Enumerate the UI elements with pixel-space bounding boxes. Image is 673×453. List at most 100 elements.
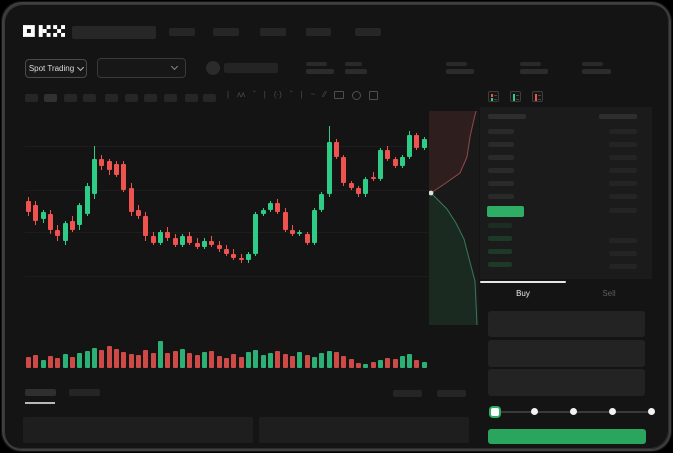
nav-item-placeholder[interactable] xyxy=(306,28,331,36)
caret-down-icon[interactable]: ˇ xyxy=(253,90,256,99)
nav-item-placeholder[interactable] xyxy=(169,28,195,36)
timeframe-button-placeholder[interactable] xyxy=(185,94,198,102)
ticker-stat-label-placeholder xyxy=(446,62,467,66)
timeframe-button-placeholder[interactable] xyxy=(25,94,38,102)
volume-bar xyxy=(282,354,288,368)
volume-bar xyxy=(289,356,295,368)
bid-price-placeholder[interactable] xyxy=(488,249,512,254)
volume-bar xyxy=(201,352,207,368)
slider-step-dot[interactable] xyxy=(530,408,538,415)
book-split-view-icon[interactable] xyxy=(488,91,499,102)
search-bar-placeholder[interactable] xyxy=(72,26,156,39)
slider-step-dot[interactable] xyxy=(569,408,577,415)
submit-order-button[interactable] xyxy=(488,429,646,444)
candle-body xyxy=(348,183,354,188)
snapshot-icon[interactable] xyxy=(333,91,344,99)
book-buy-view-icon[interactable] xyxy=(510,91,521,102)
bid-price-placeholder[interactable] xyxy=(488,223,512,228)
candle-body xyxy=(377,150,383,179)
candle-body xyxy=(355,187,361,195)
book-sell-view-icon[interactable] xyxy=(532,91,543,102)
volume-bar xyxy=(84,351,90,368)
ask-price-placeholder[interactable] xyxy=(488,155,514,160)
timeframe-button-placeholder[interactable] xyxy=(83,94,96,102)
caret-down-icon[interactable]: ˇ xyxy=(289,90,293,99)
timeframe-button-placeholder[interactable] xyxy=(105,94,118,102)
volume-bar xyxy=(47,356,53,368)
volume-bar xyxy=(275,351,281,368)
tab-buy[interactable]: Buy xyxy=(480,281,566,305)
slider-step-dot[interactable] xyxy=(647,408,655,415)
chart-toolbar-icons: | ʌʌ ˇ | (·) ˇ | ~ ⁄⁄ xyxy=(227,88,378,102)
ticker-stat-label-placeholder xyxy=(582,62,603,66)
candle-body xyxy=(275,203,281,212)
bottom-active-tab-underline xyxy=(25,402,55,404)
bottom-tab-placeholder[interactable] xyxy=(25,389,56,396)
ask-price-placeholder[interactable] xyxy=(488,168,514,173)
candle-body xyxy=(297,231,303,234)
nav-item-placeholder[interactable] xyxy=(213,28,239,36)
draw-tools-icon[interactable]: ⁄⁄ xyxy=(323,90,326,99)
tab-buy-label: Buy xyxy=(516,288,530,298)
bottom-link-placeholder[interactable] xyxy=(437,390,466,397)
candle-body xyxy=(165,231,171,239)
nav-item-placeholder[interactable] xyxy=(355,28,381,36)
order-input-placeholder[interactable] xyxy=(488,369,645,396)
slider-step-dot[interactable] xyxy=(608,408,616,415)
volume-bar xyxy=(172,351,178,368)
timeframe-button-placeholder[interactable] xyxy=(125,94,138,102)
volume-bar xyxy=(238,357,244,368)
okx-logo[interactable] xyxy=(23,25,65,37)
ask-price-placeholder[interactable] xyxy=(488,129,514,134)
ask-price-placeholder[interactable] xyxy=(488,181,514,186)
bid-price-placeholder[interactable] xyxy=(488,236,512,241)
ticker-stat-label-placeholder xyxy=(520,62,541,66)
candle-body xyxy=(106,161,112,171)
candle-body xyxy=(311,209,317,243)
candle-body xyxy=(26,201,31,212)
order-input-placeholder[interactable] xyxy=(488,340,645,367)
candle-body xyxy=(245,253,251,261)
ask-price-placeholder[interactable] xyxy=(488,142,514,147)
volume-bar xyxy=(113,349,119,368)
settings-icon[interactable] xyxy=(351,90,361,100)
last-price-amount-placeholder xyxy=(609,208,637,213)
orderbook-view-switcher xyxy=(488,91,543,102)
timeframe-button-placeholder[interactable] xyxy=(144,94,157,102)
chart-gridline xyxy=(25,190,429,191)
timeframe-button-placeholder[interactable] xyxy=(164,94,177,102)
depth-curves xyxy=(428,110,478,326)
nav-item-placeholder[interactable] xyxy=(260,28,286,36)
candlestick-chart[interactable] xyxy=(25,113,429,333)
candle-body xyxy=(91,159,97,195)
bottom-link-placeholder[interactable] xyxy=(393,390,422,397)
indicators-icon[interactable]: (·) xyxy=(273,90,282,99)
order-input-placeholder[interactable] xyxy=(488,311,645,337)
candle-body xyxy=(370,176,376,179)
ask-price-placeholder[interactable] xyxy=(488,194,514,199)
volume-bar xyxy=(311,357,317,368)
slider-handle[interactable] xyxy=(489,406,501,418)
volume-bar xyxy=(223,358,229,368)
ticker-stat-label-placeholder xyxy=(345,62,362,66)
pair-selector[interactable] xyxy=(97,58,186,78)
volume-bar xyxy=(260,355,266,368)
timeframe-button-placeholder[interactable] xyxy=(203,94,216,102)
tab-sell[interactable]: Sell xyxy=(566,281,652,305)
volume-bar xyxy=(143,350,149,368)
candle-body xyxy=(209,240,215,245)
last-price-badge[interactable] xyxy=(487,206,524,217)
volume-bar xyxy=(26,357,31,368)
market-type-selector[interactable]: Spot Trading xyxy=(25,59,87,78)
candle-body xyxy=(407,135,413,157)
orderbook-header-amount-placeholder xyxy=(599,114,637,119)
ask-amount-placeholder xyxy=(609,168,637,173)
candle-body xyxy=(392,159,398,166)
line-tools-icon[interactable]: ~ xyxy=(310,90,316,99)
bottom-tab-placeholder[interactable] xyxy=(69,389,100,396)
timeframe-button-placeholder[interactable] xyxy=(64,94,77,102)
chart-type-icon[interactable]: ʌʌ xyxy=(237,90,246,99)
fullscreen-icon[interactable] xyxy=(368,90,378,100)
bid-price-placeholder[interactable] xyxy=(488,262,512,267)
timeframe-button-placeholder[interactable] xyxy=(44,94,57,102)
